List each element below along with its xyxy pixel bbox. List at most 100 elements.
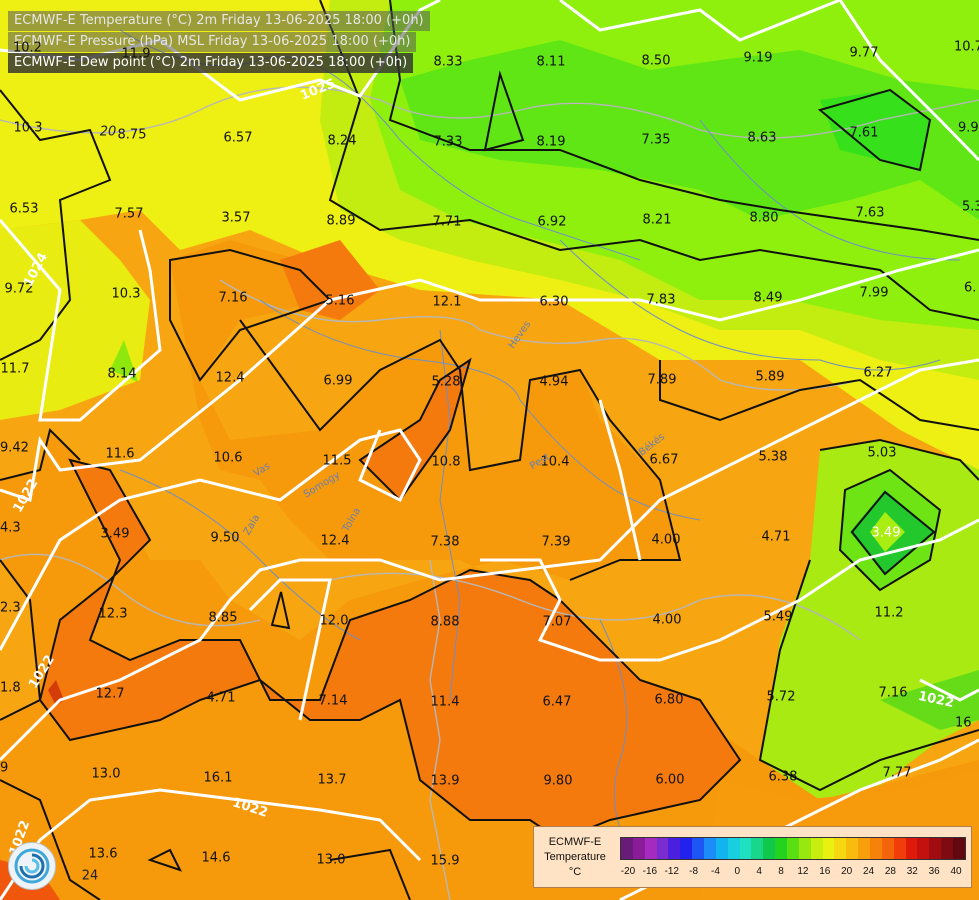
legend-swatch: [668, 838, 681, 859]
value-label: 7.63: [855, 205, 885, 221]
value-label: 12.4: [215, 370, 245, 386]
legend-ticks: -20 -16 -12 -8 -4 0 4 8 12 16 20 24 28 32 36 40: [620, 866, 964, 880]
value-label: 6.67: [649, 452, 679, 468]
value-label: 4.71: [761, 529, 791, 545]
value-label: 5.03: [867, 445, 897, 461]
value-label: 11.4: [430, 694, 460, 710]
borders: [0, 86, 979, 900]
value-label: 7.39: [541, 534, 571, 550]
value-label: 10.7: [954, 39, 979, 55]
value-label: 6.92: [537, 214, 567, 230]
value-label: 4.71: [206, 690, 236, 706]
legend-tick-label: 36: [928, 866, 940, 877]
legend-tick-label: 24: [862, 866, 875, 877]
layer-title-temperature[interactable]: ECMWF-E Temperature (°C) 2m Friday 13-06…: [8, 11, 430, 31]
legend-title: ECMWF-E Temperature °C: [534, 827, 616, 887]
value-label: 7.14: [318, 693, 348, 709]
value-label: 8.85: [208, 610, 238, 626]
value-label: 8.24: [327, 133, 357, 149]
legend-swatch: [632, 838, 645, 859]
value-label: 20: [99, 124, 117, 140]
value-label: 4.00: [652, 612, 682, 628]
value-label: 8.33: [433, 54, 463, 70]
value-label: 24: [81, 868, 99, 884]
value-label: 8.50: [641, 53, 671, 69]
legend-tick-label: -4: [711, 866, 720, 877]
legend-swatch: [822, 838, 835, 859]
value-label: 5.89: [755, 369, 785, 385]
value-label: 10.4: [540, 454, 570, 470]
value-label: 8.14: [107, 366, 137, 382]
value-label: 9.50: [210, 530, 240, 546]
value-label: 7.16: [218, 290, 248, 306]
field-west-green: [110, 340, 138, 382]
legend-swatch: [846, 838, 859, 859]
legend-tick-label: -20: [620, 866, 636, 877]
value-label: 7.99: [859, 285, 889, 301]
field-east-green4: [870, 512, 905, 552]
value-label: 10.3: [111, 286, 141, 302]
layer-title-dewpoint[interactable]: ECMWF-E Dew point (°C) 2m Friday 13-06-2…: [8, 53, 414, 73]
value-label: 5.38: [758, 449, 788, 465]
legend-swatch: [893, 838, 906, 859]
legend-swatch: [704, 838, 716, 859]
legend-tick-label: 16: [819, 866, 831, 877]
value-label: 7.35: [641, 132, 671, 148]
field-green: [400, 40, 979, 220]
value-label: 6.47: [542, 694, 572, 710]
value-label: 6.00: [655, 772, 685, 788]
value-label: 5.28: [431, 374, 461, 390]
swirl-icon: [14, 848, 50, 884]
legend-swatch: [727, 838, 740, 859]
legend-swatch: [881, 838, 894, 859]
field-orange-dark2: [360, 360, 470, 500]
value-label: 1.8: [0, 680, 21, 696]
value-label: 8.80: [749, 210, 779, 226]
value-label: 11.7: [0, 361, 30, 377]
value-label: 7.61: [849, 125, 879, 141]
value-label: 8.88: [430, 614, 460, 630]
legend-swatch: [787, 838, 799, 859]
value-label: 3.49: [871, 525, 901, 541]
value-label: 5.16: [325, 293, 355, 309]
color-legend: ECMWF-E Temperature °C -20 -16 -12 -8 -4 0 4 8 1…: [533, 826, 972, 888]
value-label: 13.6: [88, 846, 118, 862]
legend-tick-label: -16: [642, 866, 658, 877]
value-label: 6.: [964, 280, 977, 296]
value-label: 15.9: [430, 853, 460, 869]
value-label: 3.57: [221, 210, 251, 226]
layer-title-pressure[interactable]: ECMWF-E Pressure (hPa) MSL Friday 13-06-…: [8, 32, 417, 52]
value-label: 6.99: [323, 373, 353, 389]
legend-swatch: [644, 838, 657, 859]
legend-swatch: [680, 838, 693, 859]
value-label: 4.00: [651, 532, 681, 548]
value-label: 7.57: [114, 206, 144, 222]
field-east-green5: [880, 670, 979, 730]
field-orange-central: [0, 240, 979, 900]
value-label: 9.9: [958, 120, 979, 136]
value-label: 7.71: [432, 214, 462, 230]
value-label: 9.72: [4, 281, 34, 297]
value-label: 6.27: [863, 365, 893, 381]
field-orange-dark: [40, 460, 740, 840]
value-label: 10.3: [13, 120, 43, 136]
legend-swatch: [715, 838, 728, 859]
value-label: 8.21: [642, 212, 672, 228]
value-label: 16: [955, 715, 972, 731]
legend-swatch: [917, 838, 930, 859]
value-label: 8.11: [536, 54, 566, 70]
legend-swatch: [621, 838, 633, 859]
legend-swatch: [692, 838, 705, 859]
value-label: 11.5: [322, 453, 352, 469]
value-label: 4.3: [0, 520, 21, 536]
legend-title-line: °C: [568, 866, 582, 878]
value-label: 9.42: [0, 440, 29, 456]
legend-swatch: [775, 838, 788, 859]
value-label: 13.9: [430, 773, 460, 789]
legend-tick-label: -12: [664, 866, 679, 877]
value-label: 8.19: [536, 134, 566, 150]
value-label: 7.77: [882, 765, 912, 781]
value-label: 6.38: [768, 769, 798, 785]
